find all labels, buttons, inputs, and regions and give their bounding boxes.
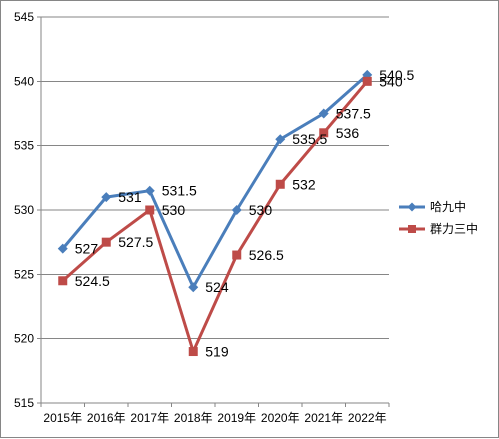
- y-tick-labels: 515 520 525 530 535 540 545: [14, 10, 34, 410]
- x-tick-label-0: 2015年: [43, 411, 82, 425]
- series: [57, 69, 373, 357]
- data-label-1-4: 526.5: [249, 247, 284, 263]
- point-1-0: [58, 276, 68, 286]
- data-label-1-2: 530: [162, 202, 186, 218]
- point-1-6: [319, 128, 329, 138]
- point-1-7: [362, 76, 372, 86]
- y-tick-label-540: 540: [14, 74, 34, 88]
- data-label-0-5: 535.5: [292, 131, 327, 147]
- legend-item-1: 群力三中: [399, 221, 478, 236]
- legend-label-0: 哈九中: [430, 199, 466, 214]
- legend-label-1: 群力三中: [430, 221, 478, 236]
- data-label-0-2: 531.5: [162, 183, 197, 199]
- y-tick-label-520: 520: [14, 332, 34, 346]
- series-line-0: [61, 73, 369, 289]
- data-label-1-7: 540: [379, 73, 403, 89]
- data-label-0-7: 540.5: [379, 67, 414, 83]
- y-tick-label-535: 535: [14, 139, 34, 153]
- y-tick-label-525: 525: [14, 267, 34, 281]
- data-label-0-1: 531: [118, 189, 142, 205]
- point-0-4: [231, 205, 242, 215]
- x-tick-label-1: 2016年: [87, 411, 126, 425]
- x-tick-label-7: 2022年: [348, 411, 387, 425]
- legend-item-0: 哈九中: [399, 199, 466, 214]
- data-labels: 527 531 531.5 524 530 535.5 537.5 540.5 524.5 527…: [75, 67, 415, 360]
- data-label-0-4: 530: [249, 202, 273, 218]
- x-tick-label-2: 2017年: [130, 411, 169, 425]
- data-label-0-0: 527: [75, 241, 99, 257]
- point-1-1: [101, 237, 111, 247]
- point-1-2: [145, 205, 155, 215]
- axes: [37, 16, 390, 407]
- data-label-1-0: 524.5: [75, 273, 110, 289]
- legend-marker-1: [408, 225, 416, 233]
- x-tick-label-3: 2018年: [174, 411, 213, 425]
- point-0-5: [275, 134, 286, 145]
- point-0-0: [57, 243, 68, 254]
- gridlines: [41, 16, 389, 404]
- data-label-0-3: 524: [205, 279, 229, 295]
- point-1-3: [188, 347, 198, 357]
- x-tick-label-4: 2019年: [217, 411, 256, 425]
- x-tick-label-5: 2020年: [261, 411, 300, 425]
- point-0-3: [188, 282, 199, 293]
- data-label-1-1: 527.5: [118, 234, 153, 250]
- x-tick-label-6: 2021年: [304, 411, 343, 425]
- series-line-1: [61, 80, 369, 354]
- data-label-1-3: 519: [205, 344, 229, 360]
- point-0-2: [144, 185, 155, 196]
- data-label-0-6: 537.5: [336, 106, 371, 122]
- point-0-6: [318, 108, 329, 119]
- data-label-1-5: 532: [292, 176, 316, 192]
- point-1-4: [232, 250, 242, 260]
- data-label-1-6: 536: [336, 125, 360, 141]
- point-1-5: [275, 179, 285, 189]
- y-tick-label-515: 515: [14, 396, 34, 410]
- y-tick-label-530: 530: [14, 203, 34, 217]
- point-0-1: [101, 192, 112, 203]
- y-tick-label-545: 545: [14, 10, 34, 24]
- legend-marker-0: [407, 202, 417, 212]
- x-tick-labels: 2015年 2016年 2017年 2018年 2019年 2020年 2021年 2022年: [43, 411, 386, 425]
